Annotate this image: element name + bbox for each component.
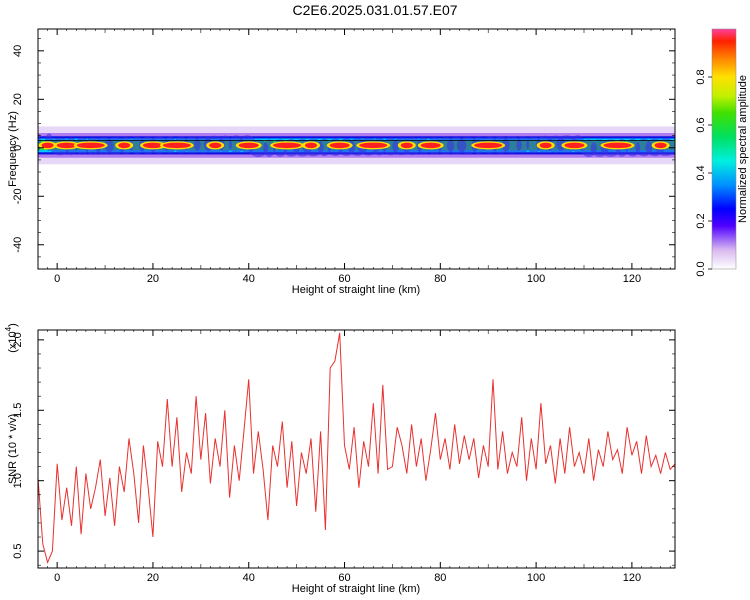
spectrogram-ticks: 0 20 40 60 80 100 120 -40 -20 0 20 40 bbox=[12, 29, 675, 285]
hot-spot-core bbox=[209, 142, 222, 149]
hot-spot-core bbox=[474, 142, 503, 149]
bot-y-tick-label: 2.0 bbox=[12, 332, 24, 347]
top-y-tick-label: 20 bbox=[12, 93, 24, 105]
top-x-tick-label: 120 bbox=[623, 273, 641, 285]
colorbar-label: Normalized spectral amplitude bbox=[737, 75, 749, 223]
bot-x-tick-label: 60 bbox=[338, 572, 350, 584]
hot-spot-core bbox=[359, 142, 388, 149]
top-x-tick-label: 60 bbox=[338, 273, 350, 285]
hot-spot-core bbox=[142, 142, 163, 149]
colorbar-tick-label: 0.2 bbox=[695, 213, 707, 228]
top-x-tick-label: 20 bbox=[147, 273, 159, 285]
hot-spot-core bbox=[654, 142, 667, 149]
top-y-tick-label: 40 bbox=[12, 45, 24, 57]
top-x-tick-label: 100 bbox=[527, 273, 545, 285]
hot-spot-core bbox=[564, 142, 585, 149]
snr-multiplier-exp: 4 bbox=[4, 326, 13, 331]
bot-x-tick-label: 40 bbox=[243, 572, 255, 584]
page-title: C2E6.2025.031.01.57.E07 bbox=[292, 2, 458, 18]
hot-spot-core bbox=[118, 142, 131, 149]
snr-y-label: SNR (10 * v/v) bbox=[7, 414, 19, 484]
hot-spot-core bbox=[400, 142, 413, 149]
hot-spot-core bbox=[305, 142, 317, 149]
bot-x-tick-label: 0 bbox=[54, 572, 60, 584]
colorbar-tick-label: 0.0 bbox=[695, 261, 707, 276]
hot-spot-core bbox=[162, 142, 191, 149]
hot-spot-core bbox=[56, 142, 77, 149]
snr-frame bbox=[37, 329, 676, 569]
colorbar-tick-label: 0.8 bbox=[695, 69, 707, 84]
snr-panel: 0 20 40 60 80 100 120 0.5 1.0 1.5 2.0 Height of st… bbox=[4, 323, 676, 595]
snr-multiplier: (x104) bbox=[4, 323, 19, 353]
bot-y-tick-label: 1.0 bbox=[12, 473, 24, 488]
top-y-tick-label: -20 bbox=[12, 188, 24, 204]
top-y-tick-label: 0 bbox=[12, 145, 24, 151]
hot-spot-core bbox=[329, 142, 350, 149]
snr-multiplier-base: (x10 bbox=[7, 331, 19, 352]
bot-x-tick-label: 100 bbox=[527, 572, 545, 584]
snr-x-label: Height of straight line (km) bbox=[292, 583, 420, 595]
snr-series-line bbox=[38, 332, 675, 564]
hot-spot-core bbox=[603, 142, 632, 149]
top-x-tick-label: 0 bbox=[54, 273, 60, 285]
bot-y-tick-label: 0.5 bbox=[12, 543, 24, 558]
snr-multiplier-close: ) bbox=[7, 323, 19, 327]
top-y-tick-label: -40 bbox=[12, 237, 24, 253]
band-blob bbox=[218, 135, 232, 154]
hot-spot-core bbox=[76, 142, 105, 149]
top-x-tick-label: 80 bbox=[434, 273, 446, 285]
spectrogram-panel: 0 20 40 60 80 100 120 -40 -20 0 20 40 Height of str… bbox=[7, 28, 676, 296]
hot-spot-core bbox=[539, 142, 552, 149]
snr-ticks: 0 20 40 60 80 100 120 0.5 1.0 1.5 2.0 bbox=[12, 330, 675, 584]
hot-spot-core bbox=[238, 142, 259, 149]
hot-spot-core bbox=[273, 142, 302, 149]
colorbar-gradient bbox=[712, 29, 736, 269]
colorbar-tick-label: 0.6 bbox=[695, 117, 707, 132]
bot-x-tick-label: 20 bbox=[147, 572, 159, 584]
hot-spot-core bbox=[420, 142, 441, 149]
colorbar-frame bbox=[711, 28, 737, 270]
top-x-tick-label: 40 bbox=[243, 273, 255, 285]
colorbar-tick-label: 0.4 bbox=[695, 165, 707, 180]
bot-x-tick-label: 120 bbox=[623, 572, 641, 584]
colorbar-ticks: 0.0 0.2 0.4 0.6 0.8 bbox=[695, 69, 712, 277]
bot-y-tick-label: 1.5 bbox=[12, 403, 24, 418]
spectrogram-band bbox=[38, 126, 675, 165]
hot-spot-core bbox=[41, 142, 54, 149]
colorbar: 0.0 0.2 0.4 0.6 0.8 Normalized spectral ampl… bbox=[695, 28, 749, 277]
spectrogram-y-label: Frequency (Hz) bbox=[7, 111, 19, 187]
band-blob bbox=[317, 138, 332, 157]
bot-x-tick-label: 80 bbox=[434, 572, 446, 584]
spectrogram-x-label: Height of straight line (km) bbox=[292, 284, 420, 296]
spectrogram-frame bbox=[37, 28, 676, 270]
